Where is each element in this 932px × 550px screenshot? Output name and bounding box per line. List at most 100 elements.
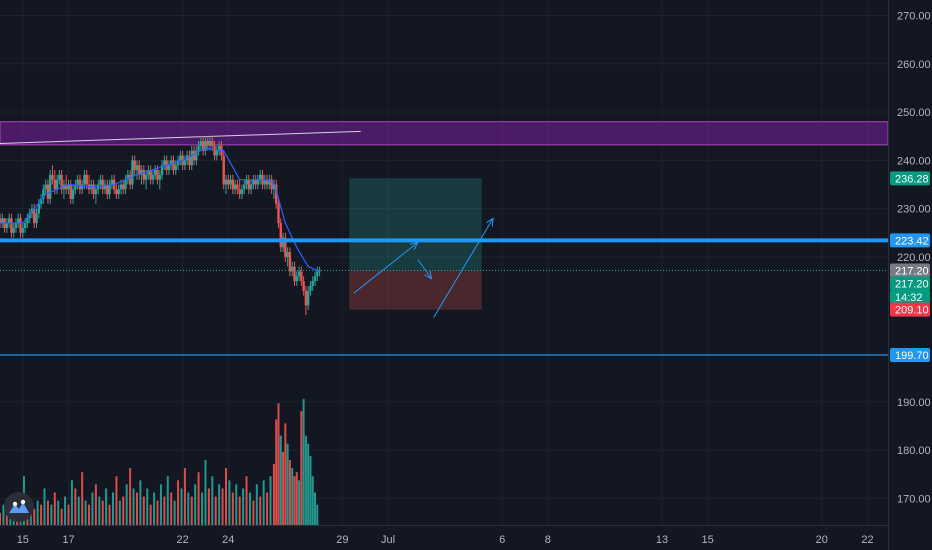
candle-body: [217, 145, 221, 151]
time-tick-label: 6: [499, 534, 505, 546]
candle-body: [256, 179, 260, 185]
candle-body: [14, 223, 18, 228]
candle-body: [215, 150, 219, 156]
time-tick-label: 15: [702, 534, 714, 546]
candle-body: [229, 179, 232, 185]
volume-bar: [228, 480, 231, 525]
time-tick-label: 22: [176, 534, 188, 546]
volume-bar: [288, 460, 291, 525]
volume-bar: [46, 500, 49, 525]
price-tick-label: 190.00: [897, 397, 931, 409]
candle-body: [5, 223, 9, 228]
price-badge: [890, 233, 930, 248]
volume-bar: [242, 488, 245, 525]
candle-body: [233, 184, 237, 190]
position-profit-zone: [349, 178, 482, 271]
price-tick-label: 180.00: [897, 445, 931, 457]
volume-bar: [153, 492, 156, 525]
candle-body: [69, 184, 72, 199]
volume-bar: [269, 476, 272, 525]
candle-body: [110, 179, 114, 185]
candle-body: [149, 170, 152, 180]
volume-bar: [122, 496, 125, 525]
candle-body: [12, 227, 15, 233]
volume-bar: [211, 476, 214, 525]
arrow-head: [486, 217, 494, 227]
candle-body: [265, 179, 269, 185]
candle-body: [279, 223, 282, 248]
volume-bar: [298, 480, 301, 525]
candle-body: [195, 150, 198, 161]
candle-body: [190, 150, 193, 166]
position-loss-zone: [349, 270, 482, 310]
price-badge-label: 199.70: [895, 350, 929, 362]
volume-bar: [88, 504, 91, 525]
candle-body: [245, 179, 248, 185]
price-badge-label: 236.28: [895, 173, 929, 185]
candle-body: [53, 179, 56, 190]
volume-bar: [173, 500, 176, 525]
candle-body: [96, 184, 100, 190]
candle-body: [316, 271, 319, 277]
volume-bar: [43, 488, 46, 525]
candle-body: [293, 266, 296, 282]
candle-body: [33, 208, 36, 224]
price-badge: [890, 263, 930, 278]
volume-bar: [135, 492, 138, 525]
candle-body: [1, 218, 4, 224]
volume-bar: [190, 496, 193, 525]
price-badge: [890, 347, 930, 362]
moving-average-line: [0, 147, 320, 272]
candle-body: [297, 271, 301, 277]
volume-bar: [307, 443, 310, 525]
volume-bar: [57, 500, 60, 525]
volume-bar: [60, 508, 63, 525]
volume-bar: [183, 468, 186, 525]
volume-bar: [218, 484, 221, 525]
candle-body: [227, 179, 230, 185]
candle-body: [85, 174, 88, 185]
volume-bar: [180, 488, 183, 525]
logo-mark: [9, 499, 29, 513]
candle-body: [99, 179, 102, 185]
candle-body: [10, 218, 13, 233]
volume-bar: [33, 508, 36, 525]
price-tick-label: 240.00: [897, 155, 931, 167]
volume-bar: [304, 435, 307, 525]
candle-body: [94, 189, 98, 195]
tradingview-logo-icon[interactable]: [4, 492, 34, 522]
candle-body: [176, 160, 180, 166]
volume-bar: [129, 468, 132, 525]
candle-body: [268, 179, 271, 185]
volume-bar: [91, 492, 94, 525]
volume-bar: [282, 451, 285, 525]
candle-body: [160, 165, 164, 175]
candle-body: [249, 184, 253, 190]
price-badge: [890, 290, 930, 305]
candle-body: [286, 252, 289, 257]
candle-body: [284, 237, 287, 257]
candle-body: [277, 203, 280, 224]
volume-bar: [194, 484, 197, 525]
time-tick-label: 8: [545, 534, 551, 546]
volume-bar: [2, 504, 5, 525]
candle-body: [306, 290, 310, 306]
time-tick-label: 13: [656, 534, 668, 546]
candle-body: [259, 174, 262, 180]
volume-bar: [255, 484, 258, 525]
price-tick-label: 230.00: [897, 204, 931, 216]
price-tick-label: 270.00: [897, 10, 931, 22]
volume-bar: [149, 504, 152, 525]
candle-body: [311, 281, 314, 286]
volume-bar: [248, 492, 251, 525]
candle-body: [170, 160, 173, 166]
volume-bar: [316, 504, 319, 525]
candle-body: [71, 189, 75, 199]
volume-bar: [238, 496, 241, 525]
arrow-line: [417, 259, 432, 279]
candle-body: [183, 160, 187, 166]
candle-body: [42, 189, 45, 199]
candle-body: [128, 174, 132, 185]
volume-bar: [284, 423, 287, 525]
